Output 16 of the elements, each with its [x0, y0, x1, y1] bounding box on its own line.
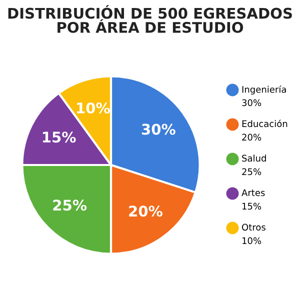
legend-label: Educación — [242, 120, 288, 128]
legend-label: Salud — [242, 154, 266, 162]
legend-label: Artes — [242, 189, 265, 196]
data-label: 15% — [42, 132, 76, 143]
data-label: 10% — [77, 102, 110, 114]
text: 30% — [242, 99, 262, 106]
data-label: 25% — [53, 200, 87, 211]
text: 25% — [242, 168, 262, 176]
text: 15% — [242, 202, 262, 210]
chart-title: DISTRIBUCIÓN DE 500 EGRESADOS POR ÁREA DE ESTUDIO — [8, 5, 292, 33]
legend-label: Ingeniería — [242, 85, 286, 95]
data-label: 30% — [142, 124, 176, 135]
text: 20% — [242, 134, 262, 141]
data-label: 20% — [129, 206, 162, 217]
text: 10% — [242, 237, 262, 244]
legend-label: Otros — [242, 224, 266, 231]
